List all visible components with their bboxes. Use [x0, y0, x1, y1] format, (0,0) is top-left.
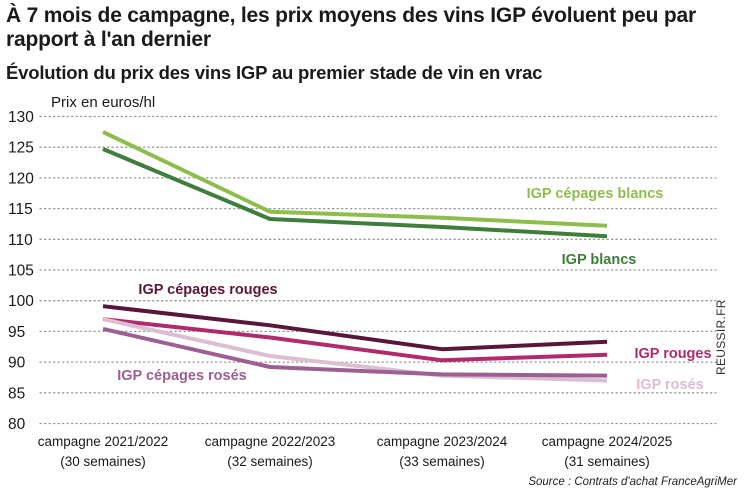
y-axis-label: Prix en euros/hl — [51, 94, 155, 111]
chart-title: À 7 mois de campagne, les prix moyens de… — [6, 4, 726, 52]
x-tick-label-line-2: (31 semaines) — [564, 454, 650, 469]
y-tick-label-105: 105 — [8, 263, 34, 280]
x-tick-label-line-2: (30 semaines) — [60, 454, 146, 469]
series-label-igp-rouges: IGP rouges — [634, 346, 711, 362]
x-tick-label-2: campagne 2022/2023 (32 semaines) — [205, 434, 336, 469]
y-tick-label-125: 125 — [8, 140, 34, 157]
x-tick-label-line-2: (33 semaines) — [399, 454, 485, 469]
y-tick-label-90: 90 — [8, 355, 26, 372]
x-tick-label-line-2: (32 semaines) — [227, 454, 313, 469]
source-note: Source : Contrats d'achat FranceAgriMer — [528, 476, 737, 488]
y-tick-label-115: 115 — [8, 201, 33, 218]
y-tick-label-95: 95 — [8, 324, 25, 341]
chart-title-line-1: À 7 mois de campagne, les prix moyens de… — [6, 4, 696, 27]
series-label-igp-cepages-blancs: IGP cépages blancs — [527, 186, 664, 202]
series-line-igp-cepages-blancs — [102, 130, 608, 228]
series-line-igp-cepages-roses — [102, 326, 608, 378]
watermark: REUSSIR.FR — [714, 299, 728, 375]
series-label-igp-roses: IGP rosés — [636, 377, 703, 393]
chart-subtitle: Évolution du prix des vins IGP au premie… — [6, 62, 543, 83]
series-line-igp-blancs — [102, 147, 608, 239]
series-line-igp-rouges — [102, 317, 608, 363]
x-tick-label-line-1: campagne 2021/2022 — [38, 434, 169, 449]
x-tick-label-line-1: campagne 2023/2024 — [377, 434, 508, 449]
y-tick-label-80: 80 — [8, 416, 26, 433]
x-tick-label-4: campagne 2024/2025 (31 semaines) — [542, 434, 673, 469]
x-tick-label-3: campagne 2023/2024 (33 semaines) — [377, 434, 508, 469]
series-line-igp-cepages-rouges — [102, 304, 608, 352]
x-tick-label-1: campagne 2021/2022 (30 semaines) — [38, 434, 169, 469]
y-tick-label-120: 120 — [8, 170, 34, 187]
y-tick-label-85: 85 — [8, 385, 25, 402]
chart-title-line-2: rapport à l'an dernier — [6, 28, 211, 51]
y-tick-label-130: 130 — [8, 109, 34, 126]
series-line-igp-roses — [102, 317, 608, 383]
y-tick-label-100: 100 — [8, 293, 34, 310]
x-tick-label-line-1: campagne 2022/2023 — [205, 434, 336, 449]
series-label-igp-blancs: IGP blancs — [562, 252, 637, 268]
series-label-igp-cepages-rouges: IGP cépages rouges — [138, 282, 277, 298]
y-tick-label-110: 110 — [8, 232, 33, 249]
series-label-igp-cepages-roses: IGP cépages rosés — [117, 368, 247, 384]
x-tick-label-line-1: campagne 2024/2025 — [542, 434, 673, 449]
